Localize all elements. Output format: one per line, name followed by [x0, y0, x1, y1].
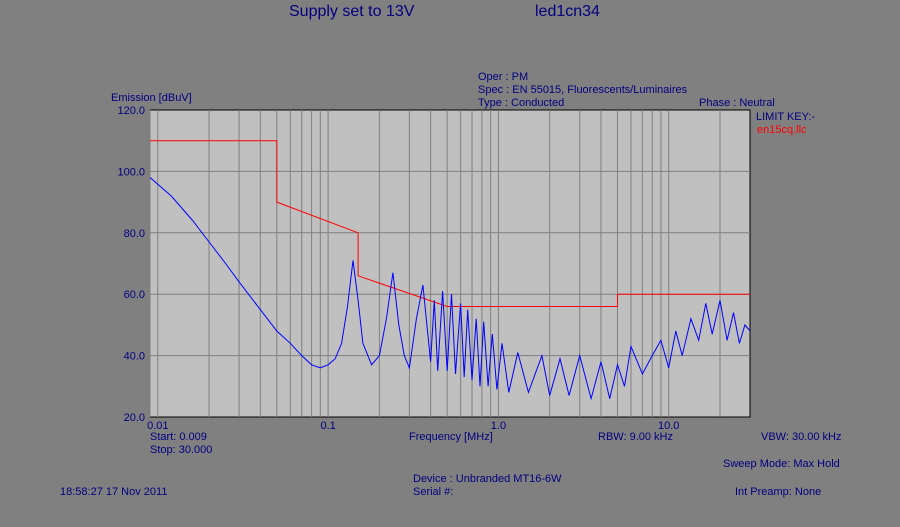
y-tick-label: 80.0	[124, 228, 145, 240]
limit-file-label: en15cq.llc	[757, 124, 807, 136]
stop-frequency: Stop: 30.000	[150, 444, 213, 456]
type-label: Type : Conducted	[478, 97, 565, 109]
spec-label: Spec : EN 55015, Fluorescents/Luminaires	[478, 84, 688, 96]
phase-label: Phase : Neutral	[699, 97, 775, 109]
sweep-mode-label: Sweep Mode: Max Hold	[723, 458, 840, 470]
x-axis-title: Frequency [MHz]	[409, 431, 493, 443]
x-tick-label: 0.1	[320, 420, 335, 432]
vbw-label: VBW: 30.00 kHz	[761, 431, 842, 443]
chart-title-right: led1cn34	[535, 3, 600, 20]
y-tick-labels: 20.0 40.0 60.0 80.0 100.0 120.0	[117, 105, 145, 424]
emission-trace-group	[149, 177, 751, 401]
timestamp-label: 18:58:27 17 Nov 2011	[60, 486, 168, 498]
y-tick-label: 120.0	[117, 105, 145, 117]
device-label: Device : Unbranded MT16-6W	[413, 473, 562, 485]
oper-label: Oper : PM	[478, 71, 529, 83]
limit-line-group	[150, 140, 750, 307]
rbw-label: RBW: 9.00 kHz	[598, 431, 673, 443]
preamp-label: Int Preamp: None	[735, 486, 822, 498]
start-frequency: Start: 0.009	[150, 431, 207, 443]
x-tick-label: 1.0	[491, 420, 506, 432]
limit-line	[150, 140, 750, 307]
y-tick-label: 40.0	[124, 351, 145, 363]
y-tick-label: 60.0	[124, 289, 145, 301]
emission-trace	[149, 177, 751, 401]
limit-key-label: LIMIT KEY:-	[756, 111, 816, 123]
y-axis-title: Emission [dBuV]	[111, 92, 192, 104]
x-tick-labels: 0.01 0.1 1.0 10.0	[147, 420, 679, 432]
y-tick-label: 100.0	[117, 166, 145, 178]
serial-label: Serial #:	[413, 486, 454, 498]
plot-area	[149, 109, 751, 418]
chart-title-left: Supply set to 13V	[289, 3, 415, 20]
x-tick-label: 10.0	[658, 420, 679, 432]
y-tick-label: 20.0	[124, 412, 145, 424]
x-tick-label: 0.01	[147, 420, 168, 432]
